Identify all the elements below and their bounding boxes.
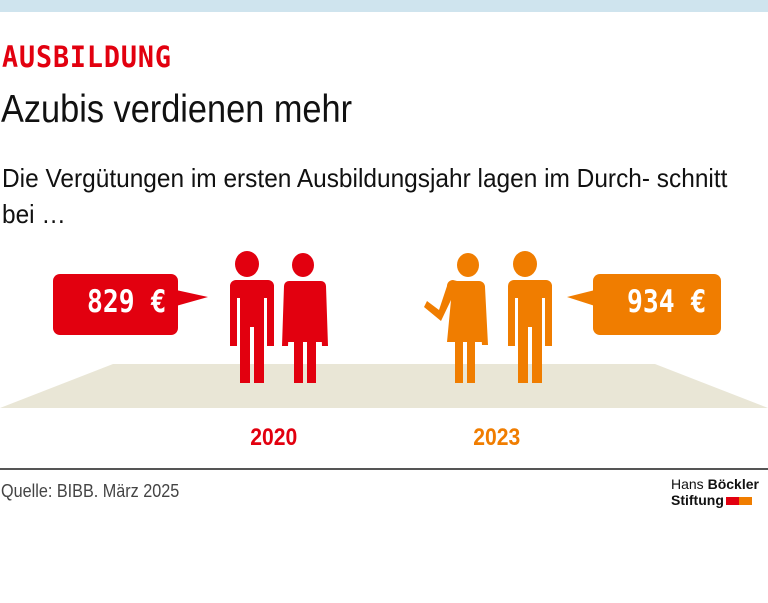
man-figure-icon [504,251,552,383]
page-title: Azubis verdienen mehr [1,88,353,131]
speech-bubble-2020 [53,274,208,335]
woman-waving-figure-icon [424,253,488,383]
ground-floor [0,364,768,408]
year-2023: 2023 [473,424,521,451]
logo-text: Hans [671,476,708,492]
woman-figure-icon [282,253,328,383]
value-2023: 934 € [626,284,707,320]
year-2020: 2020 [250,424,298,451]
source-note: Quelle: BIBB. März 2025 [1,481,180,501]
logo-text: Stiftung [671,492,724,508]
subtitle: Die Vergütungen im ersten Ausbildungsjah… [2,163,728,229]
man-figure-icon [226,251,274,383]
value-2020: 829 € [86,284,167,320]
speech-bubble-2023 [567,274,721,335]
hans-boeckler-logo: Hans Böckler Stiftung [671,476,759,508]
divider [0,468,768,470]
infographic-art [0,251,768,408]
top-bar [0,0,768,12]
kicker: AUSBILDUNG [2,40,172,74]
logo-red-bar [725,497,739,506]
logo-orange-bar [738,497,752,506]
logo-text: Böckler [707,476,759,492]
